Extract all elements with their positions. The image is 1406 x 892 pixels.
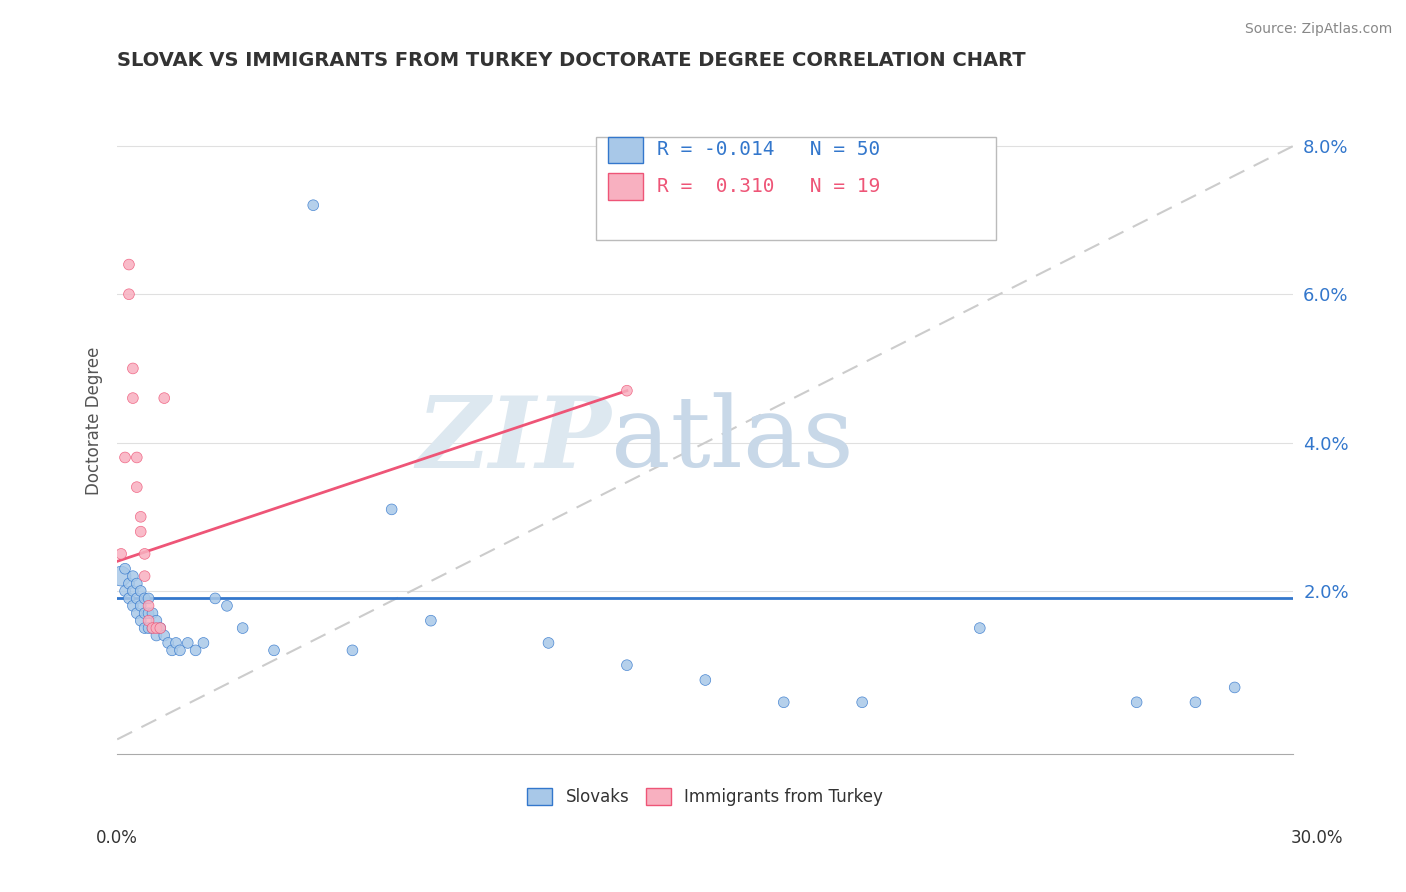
Point (184, 643, 207, 657)
FancyBboxPatch shape (596, 136, 995, 240)
Point (129, 509, 152, 524)
Point (134, 591, 156, 606)
Point (118, 287, 141, 301)
Point (695, 673, 717, 687)
FancyBboxPatch shape (607, 173, 643, 200)
Text: R = -0.014   N = 50: R = -0.014 N = 50 (657, 140, 880, 160)
Point (160, 643, 183, 657)
Point (153, 628, 176, 642)
Point (381, 502, 404, 516)
Point (138, 621, 160, 635)
Point (118, 591, 141, 606)
Point (122, 361, 145, 376)
Point (141, 621, 163, 635)
Point (537, 636, 560, 650)
Point (165, 636, 187, 650)
Point (125, 450, 148, 465)
Point (232, 621, 254, 635)
Text: SLOVAK VS IMMIGRANTS FROM TURKEY DOCTORATE DEGREE CORRELATION CHART: SLOVAK VS IMMIGRANTS FROM TURKEY DOCTORA… (117, 51, 1026, 70)
Point (114, 584, 136, 599)
Point (149, 621, 172, 635)
Legend: Slovaks, Immigrants from Turkey: Slovaks, Immigrants from Turkey (520, 781, 890, 813)
Point (129, 524, 152, 539)
Point (122, 569, 145, 583)
Point (134, 547, 156, 561)
Point (215, 599, 238, 613)
Point (134, 569, 156, 583)
Point (1223, 681, 1246, 695)
Point (129, 614, 152, 628)
Point (125, 607, 148, 621)
Text: 0.0%: 0.0% (96, 829, 138, 847)
Point (169, 643, 191, 657)
Text: ZIP: ZIP (416, 392, 612, 489)
Text: 30.0%: 30.0% (1291, 829, 1343, 847)
Point (851, 695, 873, 709)
Point (125, 591, 148, 606)
Point (134, 607, 156, 621)
Point (302, 198, 325, 212)
Point (177, 636, 200, 650)
Point (118, 258, 141, 272)
Point (110, 569, 132, 583)
Point (616, 384, 638, 398)
Point (141, 607, 163, 621)
Point (138, 591, 160, 606)
Y-axis label: Doctorate Degree: Doctorate Degree (86, 346, 103, 494)
Point (125, 576, 148, 591)
Point (122, 584, 145, 599)
Point (129, 599, 152, 613)
Point (1184, 695, 1206, 709)
Point (138, 599, 160, 613)
Point (193, 636, 215, 650)
Point (616, 658, 638, 673)
Point (153, 391, 176, 405)
Point (1125, 695, 1147, 709)
Point (145, 628, 167, 642)
Point (138, 614, 160, 628)
Point (342, 643, 364, 657)
Point (419, 614, 441, 628)
Point (145, 614, 167, 628)
Point (129, 584, 152, 599)
FancyBboxPatch shape (607, 136, 643, 163)
Point (263, 643, 285, 657)
Point (138, 607, 160, 621)
Point (114, 562, 136, 576)
Point (122, 599, 145, 613)
Point (141, 621, 163, 635)
Point (204, 591, 226, 606)
Point (110, 547, 132, 561)
Point (122, 391, 145, 405)
Text: Source: ZipAtlas.com: Source: ZipAtlas.com (1244, 22, 1392, 37)
Point (969, 621, 991, 635)
Point (134, 621, 156, 635)
Point (114, 450, 136, 465)
Point (145, 621, 167, 635)
Point (149, 621, 172, 635)
Point (118, 576, 141, 591)
Point (125, 480, 148, 494)
Text: R =  0.310   N = 19: R = 0.310 N = 19 (657, 178, 880, 196)
Point (157, 636, 180, 650)
Text: atlas: atlas (612, 392, 853, 488)
Point (772, 695, 794, 709)
